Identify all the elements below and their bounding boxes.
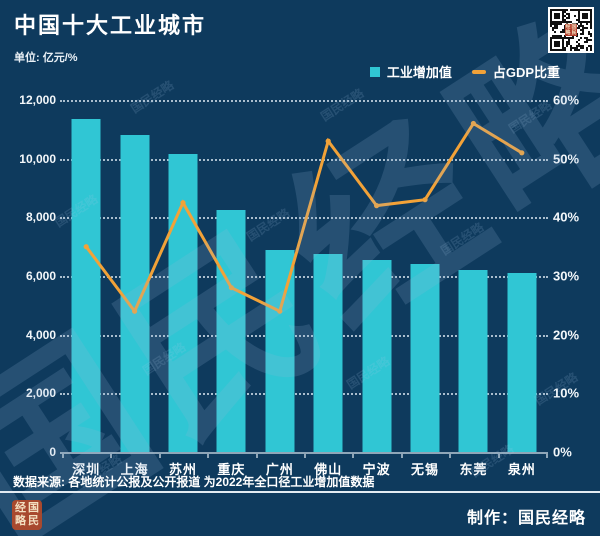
unit-label: 单位: 亿元/% xyxy=(14,52,78,64)
footer-divider xyxy=(0,491,600,493)
line-series-swatch-icon xyxy=(471,69,486,74)
qr-code: 经国略民 xyxy=(548,7,594,53)
x-axis-labels: 深圳 上海 苏州 重庆 广州 佛山 宁波 无锡 东莞 泉州 xyxy=(62,459,546,478)
bar-shenzhen xyxy=(71,119,101,452)
bar-slot-shenzhen xyxy=(62,100,110,452)
bar-dongguan xyxy=(458,270,488,452)
x-label-chongqing: 重庆 xyxy=(217,462,246,477)
bar-slot-ningbo xyxy=(352,100,400,452)
brand-seal: 经国略民 xyxy=(12,500,42,530)
gdp-share-line xyxy=(85,121,523,315)
qr-pattern: 经国略民 xyxy=(550,9,592,51)
seal-character: 经 xyxy=(15,502,26,514)
credit-label: 制作：国民经略 xyxy=(466,510,586,527)
bar-ningbo xyxy=(362,259,392,452)
line-point-shanghai xyxy=(132,308,138,314)
line-point-dongguan xyxy=(470,120,476,127)
y-axis-label-right: 0% xyxy=(553,444,572,460)
x-axis-line xyxy=(60,452,548,454)
gridline xyxy=(60,158,548,161)
y-axis-label-left: 8,000 xyxy=(25,210,56,225)
bar-plot-area xyxy=(62,100,546,452)
line-point-ningbo xyxy=(374,203,380,209)
line-point-foshan xyxy=(325,138,331,144)
line-point-shenzhen xyxy=(83,244,89,250)
x-label-guangzhou: 广州 xyxy=(265,462,294,477)
y-axis-label-left: 12,000 xyxy=(19,93,56,107)
x-axis-tick xyxy=(400,454,403,458)
chart-gridlines xyxy=(60,100,548,458)
y-axis-left: 12,000 10,000 8,000 6,000 4,000 2,000 0 xyxy=(0,93,56,459)
y-axis-label-left: 0 xyxy=(49,445,56,459)
x-axis-tick xyxy=(62,454,64,458)
legend: 工业增加值 占GDP比重 xyxy=(369,62,560,81)
bar-slot-dongguan xyxy=(449,100,497,452)
x-axis-tick xyxy=(255,454,258,458)
bar-slot-guangzhou xyxy=(256,100,304,452)
x-label-shenzhen: 深圳 xyxy=(72,462,101,477)
x-label-suzhou: 苏州 xyxy=(169,462,198,477)
bar-foshan xyxy=(313,254,343,452)
x-axis-tick xyxy=(158,454,161,458)
bar-slot-chongqing xyxy=(207,100,255,452)
y-axis-label-right: 60% xyxy=(553,92,580,108)
bar-slot-wuxi xyxy=(401,100,449,452)
y-axis-label-right: 40% xyxy=(553,209,580,225)
data-source-note: 数据来源: 各地统计公报及公开报道 为2022年全口径工业增加值数据 xyxy=(13,475,375,489)
gridline xyxy=(60,334,548,337)
legend-line-label: 占GDP比重 xyxy=(492,65,560,80)
x-label-wuxi: 无锡 xyxy=(411,462,440,477)
y-axis-label-left: 4,000 xyxy=(25,327,56,342)
page-title: 中国十大工业城市 xyxy=(14,13,207,38)
line-point-guangzhou xyxy=(277,308,283,314)
seal-character: 民 xyxy=(28,515,39,527)
x-axis-tick xyxy=(352,454,355,458)
x-label-dongguan: 东莞 xyxy=(459,462,488,477)
qr-center-seal: 经国略民 xyxy=(565,24,577,36)
bar-chongqing xyxy=(216,210,246,452)
line-point-suzhou xyxy=(180,200,186,206)
legend-item-bar: 工业增加值 xyxy=(369,62,452,81)
gridline xyxy=(60,393,548,396)
bar-quanzhou xyxy=(507,273,537,452)
y-axis-label-right: 20% xyxy=(553,327,580,343)
line-point-chongqing xyxy=(228,285,234,291)
y-axis-label-right: 50% xyxy=(553,151,580,167)
x-axis-tick xyxy=(110,454,113,458)
x-label-ningbo: 宁波 xyxy=(362,462,391,477)
y-axis-label-right: 30% xyxy=(553,268,580,284)
bar-guangzhou xyxy=(265,249,295,452)
line-point-wuxi xyxy=(422,197,428,203)
bar-slot-shanghai xyxy=(110,100,158,452)
bar-wuxi xyxy=(410,264,440,452)
gridline xyxy=(60,100,548,102)
x-axis-tick xyxy=(207,454,210,458)
gridline xyxy=(60,217,548,220)
gridline xyxy=(60,276,548,278)
line-series xyxy=(83,120,525,315)
x-axis-tick xyxy=(497,454,500,458)
x-label-shanghai: 上海 xyxy=(120,462,149,477)
legend-item-line: 占GDP比重 xyxy=(471,62,560,81)
x-label-foshan: 佛山 xyxy=(314,462,343,477)
x-axis-tick xyxy=(546,454,548,458)
seal-character: 国 xyxy=(28,502,39,514)
y-axis-label-right: 10% xyxy=(553,385,580,401)
y-axis-right: 60% 50% 40% 30% 20% 10% 0% xyxy=(553,93,599,460)
bar-slot-foshan xyxy=(304,100,352,452)
y-axis-label-left: 6,000 xyxy=(25,269,56,283)
x-axis-tick xyxy=(304,454,306,458)
bar-slot-quanzhou xyxy=(498,100,546,452)
bar-shanghai xyxy=(120,135,150,452)
x-axis-tick xyxy=(449,454,452,458)
bar-series-swatch-icon xyxy=(369,66,380,77)
seal-character: 略 xyxy=(15,515,26,527)
y-axis-label-left: 10,000 xyxy=(19,151,56,166)
x-label-quanzhou: 泉州 xyxy=(507,462,536,477)
legend-bar-label: 工业增加值 xyxy=(386,65,452,80)
line-point-quanzhou xyxy=(519,150,525,156)
y-axis-label-left: 2,000 xyxy=(25,386,56,401)
